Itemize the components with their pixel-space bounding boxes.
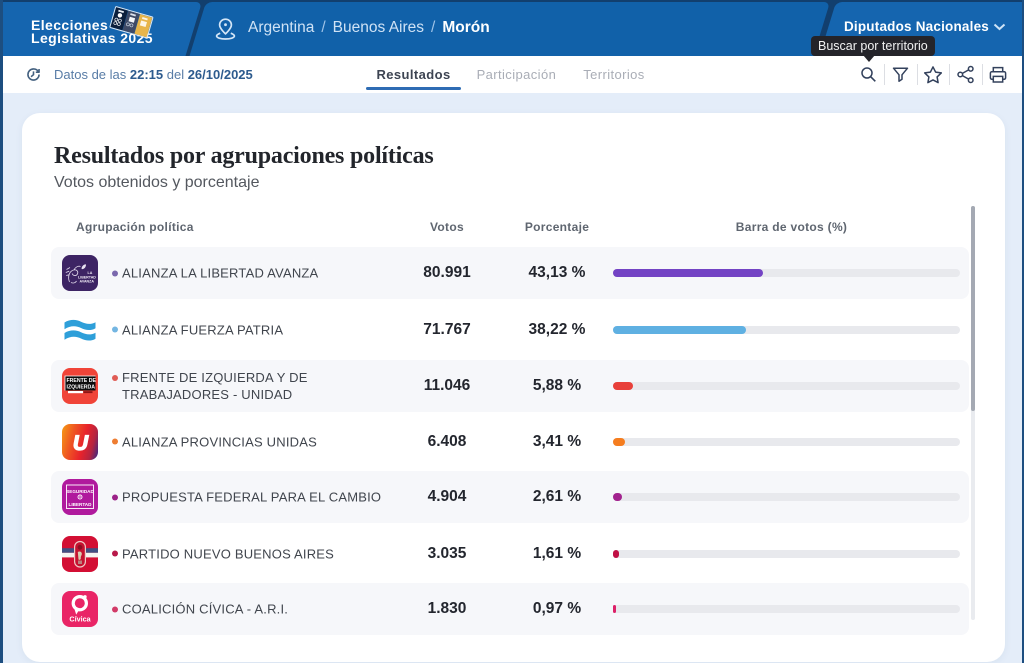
svg-text:LIBERTAD: LIBERTAD [69, 502, 93, 507]
svg-text:IZQUIERDA: IZQUIERDA [67, 385, 96, 391]
svg-text:LA: LA [88, 271, 93, 275]
svg-text:Cívica: Cívica [69, 615, 91, 624]
svg-text:U: U [73, 431, 89, 454]
svg-text:FRENTE DE: FRENTE DE [67, 378, 97, 384]
svg-text:LIBERTAD: LIBERTAD [78, 275, 96, 279]
svg-text:SEGURIDAD: SEGURIDAD [66, 489, 94, 494]
svg-text:AVANZA: AVANZA [80, 280, 95, 284]
